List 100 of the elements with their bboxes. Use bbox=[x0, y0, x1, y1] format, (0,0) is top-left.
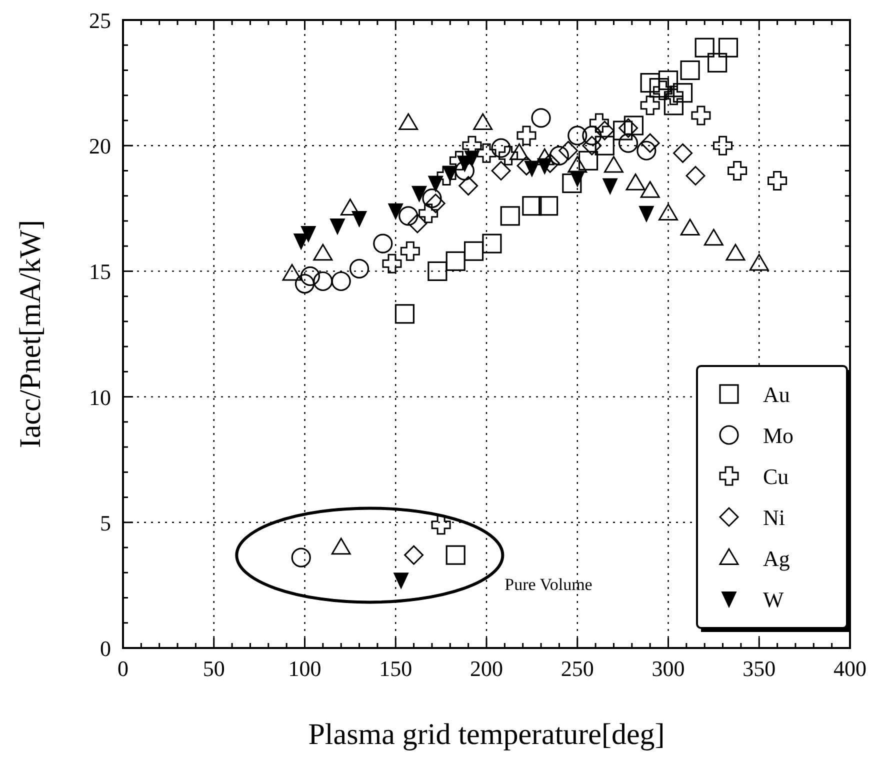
point bbox=[636, 140, 656, 160]
point bbox=[282, 264, 302, 281]
point bbox=[349, 258, 370, 278]
point bbox=[613, 120, 633, 140]
point bbox=[749, 254, 769, 271]
point bbox=[568, 126, 588, 146]
point bbox=[431, 515, 451, 535]
point bbox=[394, 304, 415, 324]
x-tick-label: 0 bbox=[118, 656, 128, 681]
point bbox=[578, 150, 598, 170]
point bbox=[618, 133, 638, 153]
legend-label: Cu bbox=[763, 464, 789, 489]
x-tick-label: 150 bbox=[379, 656, 412, 681]
point bbox=[476, 143, 496, 163]
point bbox=[653, 80, 673, 100]
point bbox=[300, 226, 316, 242]
point bbox=[373, 234, 393, 254]
point bbox=[340, 198, 360, 216]
point bbox=[300, 266, 320, 286]
point bbox=[382, 254, 402, 274]
point bbox=[400, 241, 420, 261]
point bbox=[640, 96, 660, 116]
legend-label: Mo bbox=[763, 423, 794, 448]
point bbox=[388, 203, 404, 220]
point bbox=[491, 138, 511, 158]
point bbox=[624, 116, 644, 136]
point bbox=[558, 140, 578, 160]
point bbox=[464, 241, 484, 261]
point bbox=[291, 548, 311, 568]
point bbox=[473, 113, 493, 130]
point bbox=[352, 210, 367, 227]
x-tick-label: 200 bbox=[470, 656, 503, 681]
x-axis-title: Plasma grid temperature[deg] bbox=[308, 718, 665, 751]
x-tick-label: 100 bbox=[288, 656, 322, 681]
y-tick-label: 10 bbox=[89, 384, 111, 410]
point bbox=[673, 143, 693, 163]
point bbox=[768, 171, 788, 191]
point bbox=[498, 146, 518, 166]
point bbox=[398, 113, 418, 130]
point bbox=[412, 186, 427, 202]
point bbox=[422, 188, 442, 208]
point bbox=[649, 78, 669, 98]
point bbox=[537, 158, 552, 174]
point bbox=[691, 106, 711, 126]
point bbox=[531, 108, 551, 128]
point bbox=[313, 244, 333, 261]
point bbox=[330, 218, 345, 234]
point bbox=[589, 113, 609, 133]
point bbox=[626, 174, 646, 190]
point bbox=[509, 143, 529, 160]
x-tick-label: 300 bbox=[652, 656, 685, 681]
point bbox=[658, 204, 678, 220]
point bbox=[640, 181, 660, 198]
x-tick-label: 400 bbox=[834, 656, 866, 681]
point bbox=[686, 166, 706, 186]
y-tick-label: 0 bbox=[100, 636, 111, 661]
point bbox=[516, 126, 536, 146]
point bbox=[602, 178, 618, 194]
y-tick-label: 5 bbox=[100, 510, 111, 536]
point bbox=[664, 96, 684, 116]
y-tick-label: 25 bbox=[89, 8, 111, 33]
point bbox=[594, 136, 614, 156]
point bbox=[568, 156, 588, 173]
point bbox=[394, 572, 409, 589]
point bbox=[313, 271, 333, 292]
legend-label: Au bbox=[763, 382, 790, 407]
point bbox=[638, 206, 654, 222]
point bbox=[718, 38, 738, 58]
point bbox=[428, 261, 448, 281]
point bbox=[522, 196, 542, 216]
point bbox=[538, 196, 558, 216]
point bbox=[331, 538, 351, 555]
point bbox=[524, 160, 540, 177]
x-tick-label: 50 bbox=[202, 656, 225, 681]
point bbox=[446, 251, 466, 271]
point bbox=[562, 173, 582, 194]
y-tick-label: 15 bbox=[89, 259, 111, 284]
point bbox=[446, 545, 466, 565]
point bbox=[680, 60, 700, 80]
y-tick-label: 20 bbox=[89, 134, 111, 159]
point bbox=[404, 545, 424, 565]
annotation: Pure Volume bbox=[504, 575, 592, 594]
y-axis-title: Iacc/Pnet[mA/kW] bbox=[14, 220, 47, 448]
point bbox=[491, 160, 511, 180]
point bbox=[500, 206, 520, 226]
point bbox=[728, 160, 748, 180]
legend-label: W bbox=[763, 587, 784, 612]
point bbox=[294, 274, 315, 294]
point bbox=[664, 86, 684, 106]
x-tick-label: 250 bbox=[560, 656, 594, 681]
point bbox=[549, 146, 569, 166]
point bbox=[672, 83, 693, 103]
point bbox=[726, 244, 746, 261]
point bbox=[482, 234, 502, 254]
point bbox=[680, 218, 700, 236]
point bbox=[640, 133, 660, 153]
point bbox=[418, 204, 438, 224]
point bbox=[464, 150, 480, 167]
legend-label: Ag bbox=[763, 546, 790, 571]
point bbox=[708, 52, 728, 73]
